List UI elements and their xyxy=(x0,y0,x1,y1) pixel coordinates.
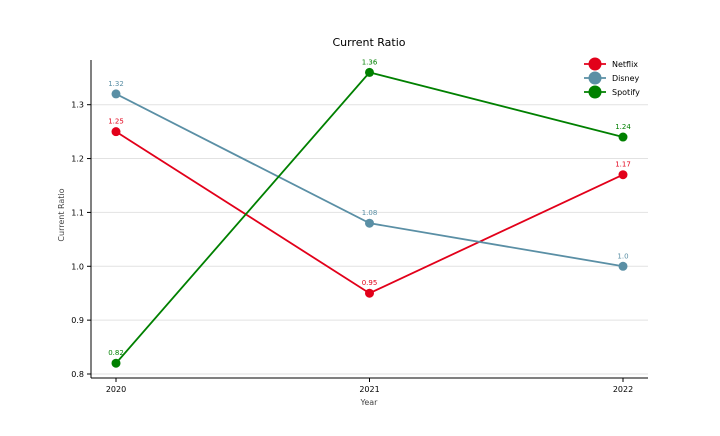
legend-marker xyxy=(588,85,602,99)
legend-label: Spotify xyxy=(612,88,640,97)
data-label: 1.17 xyxy=(615,161,631,169)
data-label: 1.0 xyxy=(617,252,628,260)
data-point xyxy=(618,132,628,142)
y-tick-label: 0.9 xyxy=(71,316,84,325)
series-line xyxy=(115,71,624,364)
data-point xyxy=(365,218,374,228)
y-tick-label: 1.2 xyxy=(71,155,84,164)
data-label: 1.08 xyxy=(362,209,378,217)
legend-marker xyxy=(588,57,602,71)
data-point xyxy=(365,67,374,77)
data-label: 1.32 xyxy=(108,80,124,88)
series-layer: 1.25 0.95 1.17 1.32 1.08 1.0 0.82 1.36 1.24 xyxy=(108,58,631,368)
legend-label: Netflix xyxy=(612,60,638,69)
y-tick-label: 1.1 xyxy=(71,208,84,217)
y-tick-label: 1.0 xyxy=(71,262,84,271)
data-point xyxy=(111,358,121,368)
y-axis-label: Current Ratio xyxy=(57,188,66,241)
y-tick-label: 1.3 xyxy=(71,101,84,110)
x-tick-label: 2020 xyxy=(106,385,126,394)
y-tick-label: 0.8 xyxy=(71,370,84,379)
series-spotify: 0.82 1.36 1.24 xyxy=(108,58,631,368)
data-label: 0.95 xyxy=(362,279,378,287)
legend-marker xyxy=(588,71,602,85)
grid-lines xyxy=(91,104,648,375)
axes: 0.8 0.9 1.0 1.1 1.2 1.3 2020 2021 2022 xyxy=(71,60,648,394)
series-netflix: 1.25 0.95 1.17 xyxy=(108,118,631,298)
legend: Netflix Disney Spotify xyxy=(584,57,640,99)
data-point xyxy=(111,89,121,99)
x-axis-label: Year xyxy=(360,398,379,407)
series-disney: 1.32 1.08 1.0 xyxy=(108,80,629,271)
data-point xyxy=(618,170,628,180)
legend-item-disney: Disney xyxy=(584,71,640,85)
data-label: 1.24 xyxy=(615,123,631,131)
data-point xyxy=(111,127,121,137)
data-point xyxy=(618,261,628,271)
legend-item-spotify: Spotify xyxy=(584,85,640,99)
data-label: 1.36 xyxy=(362,58,378,66)
chart-title: Current Ratio xyxy=(332,36,405,49)
data-label: 0.82 xyxy=(108,349,124,357)
x-tick-label: 2022 xyxy=(613,385,633,394)
legend-item-netflix: Netflix xyxy=(584,57,638,71)
data-label: 1.25 xyxy=(108,118,124,126)
legend-label: Disney xyxy=(612,74,640,83)
x-tick-label: 2021 xyxy=(359,385,379,394)
data-point xyxy=(365,288,374,298)
